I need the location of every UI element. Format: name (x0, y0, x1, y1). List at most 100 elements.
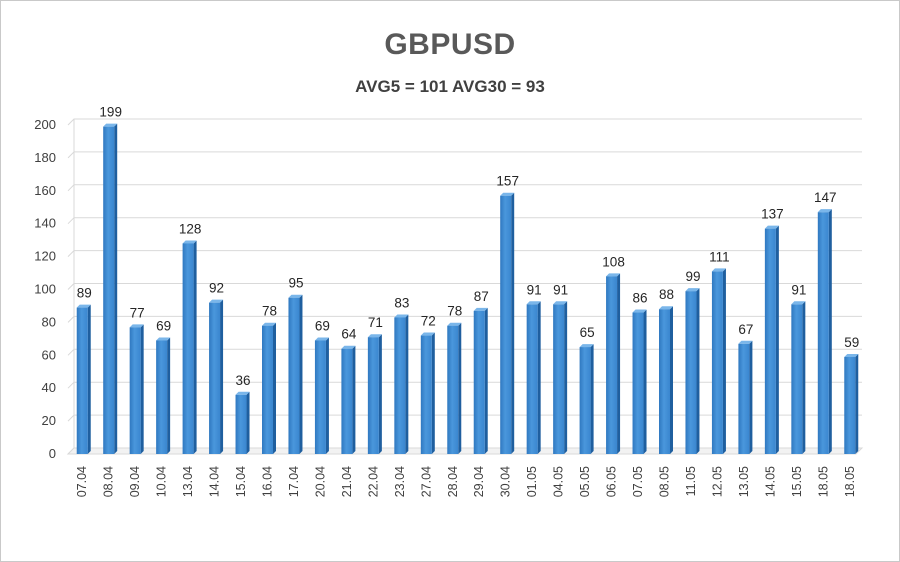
data-label: 128 (179, 221, 202, 236)
data-label: 64 (341, 327, 357, 342)
x-tick-label: 13.04 (181, 466, 195, 497)
data-label: 157 (496, 174, 519, 189)
x-tick-label: 14.05 (763, 466, 777, 497)
x-tick-label: 13.05 (737, 466, 751, 497)
bar (367, 334, 382, 454)
bar (844, 353, 859, 454)
bar (579, 344, 594, 454)
x-tick-label: 27.04 (419, 466, 433, 497)
data-label: 69 (156, 318, 171, 333)
bar (156, 337, 171, 454)
x-tick-label: 17.04 (287, 466, 301, 497)
y-tick-label: 200 (34, 117, 56, 132)
x-tick-label: 06.05 (605, 466, 619, 497)
y-tick-label: 140 (34, 216, 56, 231)
gridline (67, 151, 862, 159)
data-labels: 89 199 77 69 128 92 36 78 95 69 64 71 83 72 78 87 157 91 9… (77, 105, 860, 388)
x-tick-label: 20.04 (313, 466, 327, 497)
y-tick-label: 100 (34, 282, 56, 297)
data-label: 71 (368, 315, 383, 330)
gridline (67, 118, 862, 126)
x-tick-label: 01.05 (525, 466, 539, 497)
bar (553, 301, 568, 454)
data-label: 87 (474, 289, 489, 304)
bar (738, 340, 753, 454)
data-label: 99 (685, 269, 700, 284)
bar (314, 337, 329, 454)
data-label: 91 (527, 282, 542, 297)
bar (103, 123, 118, 455)
data-label: 36 (236, 373, 251, 388)
data-label: 199 (99, 105, 122, 120)
x-tick-label: 08.04 (102, 466, 116, 497)
bar (685, 288, 700, 454)
x-tick-label: 14.04 (208, 466, 222, 497)
bar (526, 301, 541, 454)
y-tick-label: 120 (34, 249, 56, 264)
data-label: 89 (77, 286, 92, 301)
bar (394, 314, 409, 454)
bar (711, 268, 726, 454)
data-label: 83 (394, 295, 409, 310)
y-tick-label: 0 (49, 446, 56, 461)
x-tick-label: 30.04 (499, 466, 513, 497)
data-label: 108 (602, 254, 625, 269)
data-label: 69 (315, 318, 330, 333)
x-tick-label: 12.05 (710, 466, 724, 497)
bar (817, 209, 832, 454)
x-tick-label: 04.05 (552, 466, 566, 497)
x-tick-label: 21.04 (340, 466, 354, 497)
bar (447, 322, 462, 454)
x-tick-label: 28.04 (446, 466, 460, 497)
data-label: 147 (814, 190, 837, 205)
data-label: 72 (421, 314, 436, 329)
x-tick-label: 16.04 (261, 466, 275, 497)
y-tick-label: 60 (42, 347, 56, 362)
bar (182, 240, 197, 454)
bar (288, 294, 303, 454)
bar (76, 304, 91, 454)
data-label: 95 (288, 276, 303, 291)
bar (606, 273, 621, 454)
bar (764, 225, 779, 454)
bar (420, 332, 435, 454)
x-tick-labels: 07.04 08.04 09.04 10.04 13.04 14.04 15.04 16.04… (75, 466, 857, 497)
data-label: 78 (447, 304, 462, 319)
y-tick-label: 20 (42, 413, 56, 428)
x-tick-label: 09.04 (128, 466, 142, 497)
data-label: 137 (761, 207, 784, 222)
bar (473, 307, 488, 454)
data-label: 67 (738, 322, 753, 337)
bar (791, 301, 806, 454)
data-label: 65 (580, 325, 595, 340)
bars (76, 123, 859, 455)
y-tick-label: 160 (34, 183, 56, 198)
x-tick-label: 05.05 (578, 466, 592, 497)
bar (262, 322, 276, 454)
y-tick-label: 180 (34, 150, 56, 165)
x-tick-label: 15.04 (234, 466, 248, 497)
bar (632, 309, 647, 454)
x-tick-label: 29.04 (472, 466, 486, 497)
bar (341, 345, 356, 454)
gridline (67, 184, 862, 192)
data-label: 88 (659, 287, 674, 302)
x-tick-label: 22.04 (366, 466, 380, 497)
chart-subtitle: AVG5 = 101 AVG30 = 93 (355, 77, 545, 96)
x-tick-label: 18.05 (816, 466, 830, 497)
x-tick-label: 15.05 (790, 466, 804, 497)
data-label: 92 (209, 281, 224, 296)
y-tick-label: 80 (42, 314, 56, 329)
x-tick-label: 07.04 (75, 466, 89, 497)
y-tick-label: 40 (42, 380, 56, 395)
data-label: 86 (633, 291, 648, 306)
x-tick-label: 08.05 (658, 466, 672, 497)
bar (129, 324, 144, 454)
bar (659, 306, 673, 454)
x-tick-label: 23.04 (393, 466, 407, 497)
data-label: 59 (844, 335, 859, 350)
bar (235, 391, 250, 454)
x-tick-label: 11.05 (684, 466, 698, 496)
